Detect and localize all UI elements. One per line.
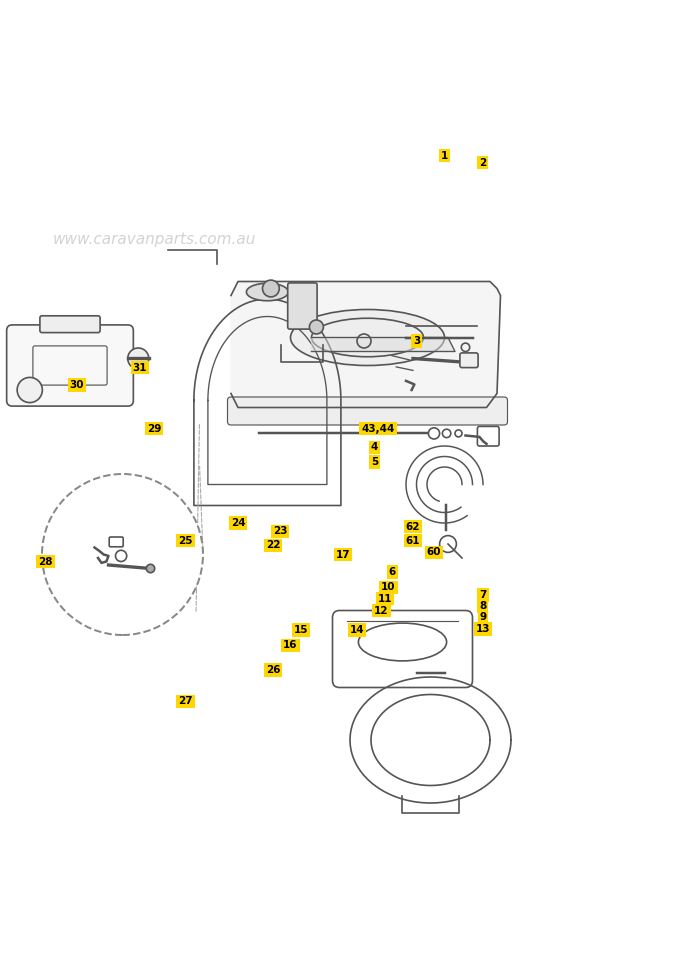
- Text: 31: 31: [133, 363, 147, 372]
- FancyBboxPatch shape: [288, 283, 317, 329]
- Text: 30: 30: [70, 380, 84, 390]
- Ellipse shape: [290, 309, 444, 366]
- Text: 25: 25: [178, 536, 192, 545]
- Text: 7: 7: [480, 590, 486, 600]
- Text: 5: 5: [371, 457, 378, 467]
- Text: 2: 2: [480, 158, 486, 167]
- FancyBboxPatch shape: [460, 353, 478, 368]
- Text: 15: 15: [294, 626, 308, 635]
- Text: www.caravanparts.com.au: www.caravanparts.com.au: [52, 232, 256, 247]
- Circle shape: [42, 474, 203, 635]
- Polygon shape: [312, 337, 455, 351]
- Text: 12: 12: [374, 605, 388, 616]
- Text: 14: 14: [350, 626, 364, 635]
- Text: 9: 9: [480, 612, 486, 623]
- FancyBboxPatch shape: [7, 325, 133, 406]
- Text: 60: 60: [427, 547, 441, 558]
- Ellipse shape: [246, 284, 288, 301]
- Circle shape: [127, 348, 148, 369]
- Text: 29: 29: [147, 423, 161, 434]
- Text: 62: 62: [406, 521, 420, 532]
- Text: 23: 23: [273, 526, 287, 537]
- Text: 16: 16: [284, 641, 298, 650]
- Text: 13: 13: [476, 624, 490, 634]
- Circle shape: [262, 280, 279, 297]
- Text: 27: 27: [178, 696, 192, 707]
- Text: 28: 28: [38, 557, 52, 566]
- Text: 1: 1: [441, 151, 448, 160]
- Text: 26: 26: [266, 665, 280, 675]
- Circle shape: [18, 377, 43, 403]
- Text: 6: 6: [389, 567, 396, 577]
- Text: 61: 61: [406, 536, 420, 545]
- Text: 3: 3: [413, 336, 420, 346]
- Text: 11: 11: [378, 594, 392, 604]
- Polygon shape: [231, 282, 500, 408]
- Circle shape: [146, 564, 155, 573]
- Circle shape: [309, 320, 323, 334]
- Text: 22: 22: [266, 541, 280, 550]
- Text: 8: 8: [480, 602, 486, 611]
- Text: 24: 24: [231, 518, 245, 528]
- FancyBboxPatch shape: [228, 397, 508, 425]
- FancyBboxPatch shape: [40, 316, 100, 332]
- Text: 10: 10: [382, 583, 395, 592]
- Text: 43,44: 43,44: [361, 423, 395, 434]
- Text: 17: 17: [336, 549, 350, 560]
- Text: 4: 4: [371, 442, 378, 453]
